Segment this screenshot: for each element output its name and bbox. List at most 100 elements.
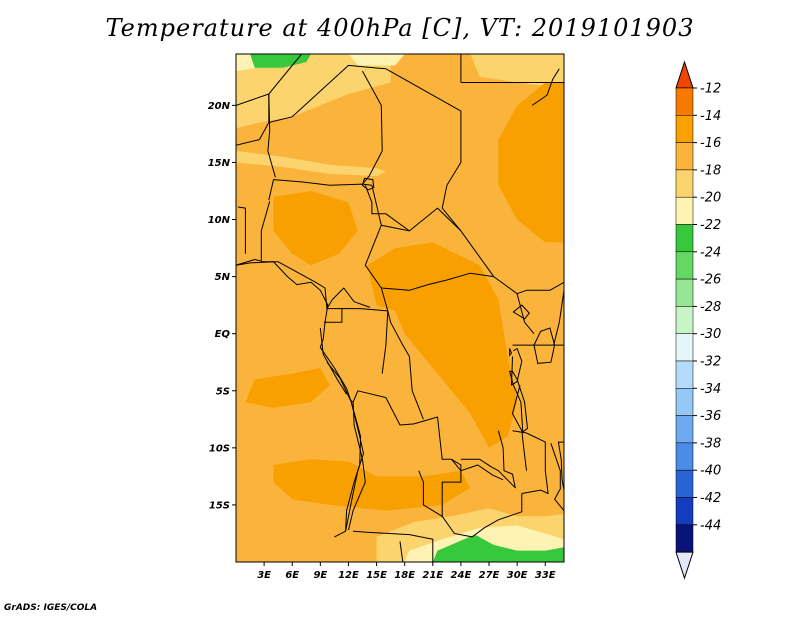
country-borders xyxy=(236,54,564,562)
lake-outline xyxy=(508,370,529,433)
border-line xyxy=(399,541,404,562)
border-line xyxy=(418,470,443,517)
colorbar: -12 -14 -16 -18 -20 -22 -24 -26 -28 -30 -32 -34 -36 -… xyxy=(675,60,721,580)
colorbar-label: -36 xyxy=(700,409,721,424)
lake-outline xyxy=(509,348,513,357)
lake-outline xyxy=(533,327,556,364)
colorbar-block xyxy=(675,442,694,471)
colorbar-label: -28 xyxy=(700,300,721,315)
colorbar-block xyxy=(675,524,694,553)
border-line xyxy=(553,290,564,346)
border-line xyxy=(319,327,348,395)
colorbar-block xyxy=(675,196,694,225)
border-line xyxy=(267,93,276,178)
field-angola-minus-14 xyxy=(273,459,471,511)
colorbar-label: -14 xyxy=(700,109,721,124)
border-line xyxy=(550,443,564,511)
chart-title: Temperature at 400hPa [C], VT: 201910190… xyxy=(105,14,695,42)
colorbar-label: -18 xyxy=(700,163,721,178)
colorbar-block xyxy=(675,306,694,334)
colorbar-label: -32 xyxy=(700,355,721,370)
lon-tick-label: 18E xyxy=(394,570,415,581)
lat-tick-label: 10S xyxy=(209,443,230,454)
field-northeast-minus-14 xyxy=(498,82,564,243)
border-line xyxy=(348,402,366,531)
border-line xyxy=(236,259,343,323)
lon-tick-label: 33E xyxy=(535,570,556,581)
border-line xyxy=(512,430,549,494)
colorbar-block xyxy=(675,251,694,280)
border-line xyxy=(326,287,371,309)
colorbar-block xyxy=(675,115,694,143)
border-line xyxy=(268,179,389,312)
colorbar-block xyxy=(675,388,694,416)
colorbar-label: -40 xyxy=(700,464,721,479)
border-line xyxy=(268,64,386,123)
lon-tick-label: 9E xyxy=(313,570,327,581)
field-nigeria-minus-14 xyxy=(273,191,358,266)
lat-tick-label: 10N xyxy=(208,215,231,226)
border-line xyxy=(471,493,523,538)
lon-tick-label: 27E xyxy=(479,570,500,581)
colorbar-label: -26 xyxy=(700,273,721,288)
colorbar-block xyxy=(675,142,694,171)
colorbar-label: -34 xyxy=(700,382,721,397)
coastline xyxy=(236,261,362,532)
colorbar-label: -24 xyxy=(700,245,721,260)
lake-outline xyxy=(557,441,564,491)
lat-tick-label: 5S xyxy=(216,386,230,397)
lon-tick-label: 3E xyxy=(257,570,271,581)
colorbar-block xyxy=(675,360,694,389)
lakes xyxy=(361,177,564,491)
lake-outline xyxy=(512,304,530,320)
colorbar-block xyxy=(675,497,694,526)
map-frame xyxy=(235,53,565,563)
colorbar-label: -12 xyxy=(700,82,721,97)
colorbar-label: -42 xyxy=(700,491,721,506)
lat-tick-label: 15S xyxy=(209,500,230,511)
map-axes: 3E 6E 9E 12E 15E 18E 21E 24E 27E 30E 33E 20N 15N 10N 5… xyxy=(208,101,556,581)
border-line xyxy=(460,430,516,489)
border-line xyxy=(512,384,527,471)
border-line xyxy=(381,310,389,374)
lat-tick-label: 15N xyxy=(208,158,231,169)
border-line xyxy=(260,201,271,261)
border-line xyxy=(516,293,535,335)
lon-tick-label: 12E xyxy=(338,570,359,581)
colorbar-block xyxy=(675,87,694,116)
lon-tick-label: 21E xyxy=(422,570,443,581)
border-line xyxy=(381,207,462,232)
colorbar-label: -16 xyxy=(700,136,721,151)
border-line xyxy=(531,68,560,106)
field-south-minus-22 xyxy=(432,534,564,562)
border-line xyxy=(381,272,494,291)
colorbar-label: -38 xyxy=(700,436,721,451)
lat-tick-label: 5N xyxy=(215,272,231,283)
colorbar-top-triangle xyxy=(675,60,694,89)
border-line xyxy=(326,361,354,403)
lon-tick-label: 24E xyxy=(451,570,472,581)
lake-outline xyxy=(361,177,375,191)
colorbar-block xyxy=(675,333,694,362)
border-line xyxy=(352,390,473,538)
colorbar-block xyxy=(675,469,694,498)
field-north-minus-22 xyxy=(250,54,311,68)
colorbar-label: -20 xyxy=(700,191,721,206)
colorbar-label: -44 xyxy=(700,518,721,533)
border-line xyxy=(451,458,504,481)
credit-footer: GrADS: IGES/COLA xyxy=(4,603,98,613)
colorbar-label: -22 xyxy=(700,218,721,233)
colorbar-label: -30 xyxy=(700,327,721,342)
border-line xyxy=(364,185,410,232)
lon-tick-label: 15E xyxy=(366,570,387,581)
field-gulf-minus-14 xyxy=(245,367,330,408)
border-line xyxy=(353,530,434,562)
lon-tick-label: 6E xyxy=(285,570,299,581)
field-sahel-minus-18 xyxy=(236,151,386,177)
field-central-minus-14 xyxy=(367,242,518,448)
colorbar-block xyxy=(675,278,694,307)
temperature-fields xyxy=(236,54,564,562)
border-line xyxy=(387,310,424,420)
border-line xyxy=(237,206,246,254)
